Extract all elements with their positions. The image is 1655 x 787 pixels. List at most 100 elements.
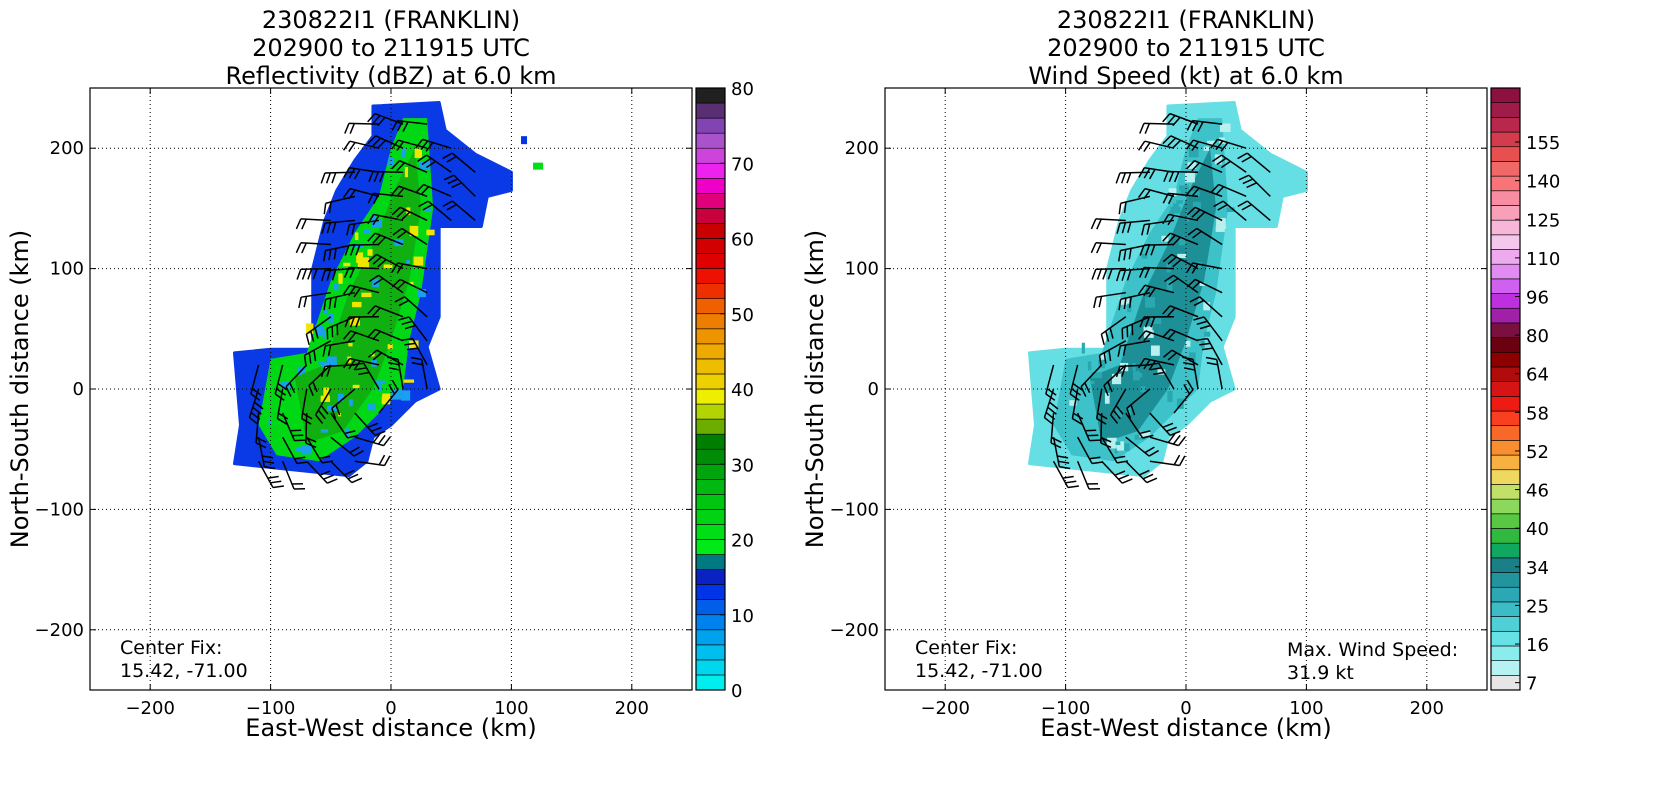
- barb-flag: [1162, 422, 1174, 428]
- barb-flag: [1146, 223, 1151, 235]
- colorbar-swatch: [695, 539, 726, 555]
- chart-title: 230822I1 (FRANKLIN) 202900 to 211915 UTC…: [885, 6, 1487, 90]
- wind-barb: [1138, 357, 1175, 371]
- field-cell: [1178, 238, 1186, 246]
- barb-shaft: [1143, 243, 1174, 246]
- wind-barb: [1205, 356, 1223, 390]
- colorbar-swatch: [1490, 337, 1521, 353]
- colorbar-tick-label: 140: [1526, 172, 1560, 193]
- wind-barb: [1196, 337, 1223, 366]
- colorbar-swatch: [1490, 161, 1521, 177]
- barb-flag: [326, 269, 332, 281]
- field-cell: [370, 352, 375, 357]
- wind-barb: [1163, 170, 1199, 183]
- wind-barb: [1139, 122, 1174, 134]
- colorbar-swatch: [695, 178, 726, 194]
- colorbar-tick-label: 155: [1526, 133, 1560, 154]
- barb-flag: [1116, 222, 1121, 234]
- barb-flag: [343, 167, 350, 178]
- barb-flag: [1057, 455, 1069, 459]
- barb-flag: [321, 222, 326, 234]
- field-cell: [1132, 363, 1136, 372]
- field-cell: [409, 225, 419, 237]
- barb-flag: [372, 256, 382, 265]
- field-cell: [1215, 226, 1225, 232]
- barb-flag: [1168, 171, 1175, 183]
- y-tick-label: −200: [35, 620, 84, 641]
- barb-flag: [307, 268, 313, 280]
- field-cell: [1151, 345, 1160, 356]
- wind-barb: [1139, 243, 1174, 256]
- field-cell: [359, 257, 370, 268]
- wind-barb: [1162, 305, 1199, 318]
- barb-flag: [1126, 172, 1132, 184]
- barb-flag: [404, 342, 416, 346]
- wind-barb: [1101, 436, 1129, 464]
- barb-flag: [1237, 152, 1248, 160]
- barb-flag: [1118, 299, 1122, 311]
- field-cell: [1186, 211, 1190, 222]
- wind-barb: [343, 357, 380, 371]
- colorbar-swatch: [1490, 440, 1521, 456]
- barb-flag: [442, 152, 453, 160]
- wind-speed-plot: −200 −100 0 100 200 −200 −100 0 100 200 East-West …: [801, 87, 1560, 742]
- barb-flag: [1138, 469, 1150, 476]
- x-tick-label: −100: [246, 698, 295, 719]
- field-cell: [348, 399, 353, 407]
- barb-flag: [1045, 411, 1056, 420]
- wind-barb: [1100, 413, 1112, 448]
- colorbar-swatch: [1490, 484, 1521, 500]
- colorbar-swatch: [695, 223, 726, 239]
- barb-flag: [396, 209, 406, 218]
- barb-flag: [1193, 299, 1205, 307]
- wind-barb: [342, 187, 380, 200]
- y-axis-label: North-South distance (km): [801, 230, 829, 549]
- field-cell: [338, 273, 343, 284]
- barb-flag: [367, 349, 378, 358]
- wind-barb: [1162, 349, 1199, 366]
- colorbar-swatch: [1490, 572, 1521, 588]
- center-fix-note: Center Fix: 15.42, -71.00: [120, 637, 248, 683]
- barb-flag: [1150, 244, 1156, 256]
- colorbar-swatch: [1490, 87, 1521, 103]
- barb-flag: [1173, 171, 1180, 183]
- wind-barb: [1162, 135, 1199, 149]
- barb-flag: [1117, 250, 1122, 262]
- barb-flag: [1186, 120, 1193, 131]
- barb-flag: [391, 206, 401, 216]
- field-cell: [1226, 207, 1235, 212]
- barb-flag: [1191, 209, 1201, 218]
- barb-flag: [317, 409, 326, 420]
- field-cell: [1141, 253, 1148, 259]
- field-cell: [1111, 373, 1122, 385]
- wind-barb: [1100, 316, 1127, 346]
- barb-flag: [294, 456, 306, 460]
- max-wind-note: Max. Wind Speed: 31.9 kt: [1287, 639, 1458, 685]
- wind-barb: [367, 232, 404, 246]
- wind-barb: [391, 119, 428, 132]
- barb-flag: [1072, 412, 1084, 420]
- center-fix-label: Center Fix:: [915, 637, 1018, 659]
- barb-shaft: [300, 267, 331, 270]
- wind-barb: [367, 349, 404, 366]
- barb-flag: [1138, 167, 1145, 178]
- barb-flag: [1051, 436, 1062, 444]
- barb-flag: [1191, 162, 1200, 172]
- barb-flag: [1196, 211, 1206, 221]
- field-cell: [409, 340, 419, 349]
- field-cell: [1124, 443, 1130, 451]
- barb-flag: [1220, 142, 1229, 152]
- colorbar-swatch: [1490, 263, 1521, 280]
- barb-flag: [348, 332, 357, 342]
- barb-flag: [348, 142, 356, 152]
- field-cell: [1203, 302, 1211, 311]
- barb-flag: [1137, 330, 1147, 340]
- field-cell: [401, 148, 406, 158]
- barb-flag: [1107, 381, 1113, 393]
- barb-flag: [1048, 401, 1059, 410]
- barb-flag: [255, 442, 267, 449]
- colorbar-swatch: [1490, 366, 1521, 382]
- barb-flag: [1186, 160, 1195, 170]
- barb-flag: [410, 356, 422, 361]
- barb-flag: [1091, 461, 1104, 465]
